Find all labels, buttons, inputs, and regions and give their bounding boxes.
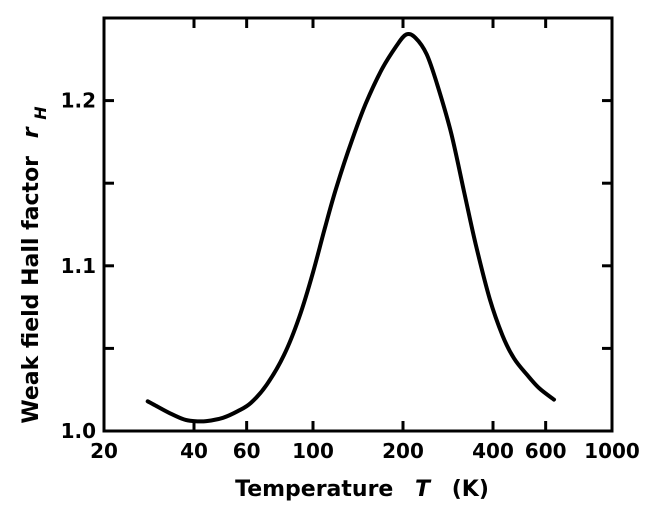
x-tick-label: 1000 (584, 439, 640, 463)
plot-frame (102, 16, 614, 433)
x-axis-unit: (K) (452, 477, 489, 502)
series-layer (145, 31, 556, 424)
x-tick-label: 600 (525, 439, 567, 463)
y-axis-ticks: 1.0 1.1 1.2 (61, 16, 612, 443)
x-axis-symbol: T (415, 477, 432, 502)
x-tick-label: 60 (233, 439, 261, 463)
x-tick-label: 20 (90, 439, 118, 463)
hall-factor-curve (145, 31, 556, 424)
x-tick-label: 40 (180, 439, 208, 463)
y-tick-label: 1.2 (61, 89, 96, 113)
y-tick-label: 1.0 (61, 419, 96, 443)
y-axis-subscript: H (31, 106, 50, 120)
x-axis-title-text: Temperature (235, 477, 393, 502)
x-tick-label: 100 (292, 439, 334, 463)
y-axis-title-text: Weak field Hall factor (19, 156, 44, 424)
x-tick-label: 400 (472, 439, 514, 463)
y-tick-label: 1.1 (61, 254, 96, 278)
x-tick-label: 200 (382, 439, 424, 463)
x-axis-ticks: 20 40 60 100 200 400 600 1000 (90, 18, 640, 463)
y-axis-symbol: r (19, 126, 44, 138)
y-axis-title: Weak field Hall factor r H (19, 106, 50, 424)
x-axis-title: Temperature T (K) (235, 477, 489, 502)
